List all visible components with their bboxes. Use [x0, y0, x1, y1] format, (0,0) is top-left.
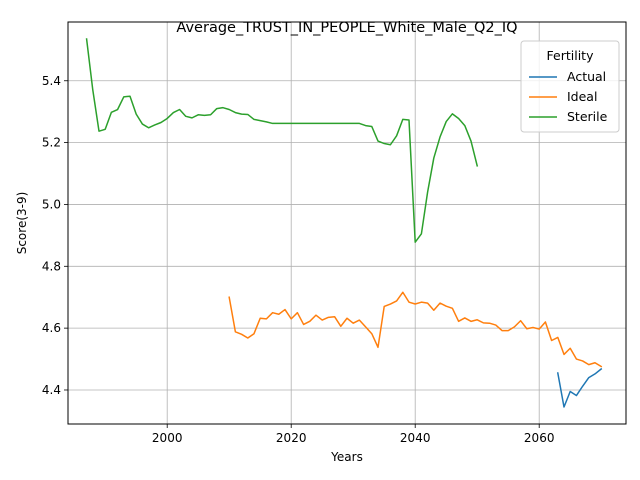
x-axis: 2000 2020 2040 2060	[152, 424, 555, 445]
y-tick-label: 4.8	[42, 259, 61, 273]
x-tick-label: 2060	[524, 431, 555, 445]
x-tick-label: 2040	[400, 431, 431, 445]
legend-label-sterile: Sterile	[567, 109, 608, 124]
x-axis-label: Years	[330, 450, 363, 464]
legend-entries: Actual Ideal Sterile	[529, 69, 608, 124]
y-axis: 4.4 4.6 4.8 5.0 5.2 5.4	[42, 74, 68, 397]
y-tick-label: 5.4	[42, 74, 61, 88]
series-line-actual	[556, 367, 603, 408]
series-line-sterile	[85, 38, 479, 243]
x-tick-label: 2000	[152, 431, 183, 445]
legend-box	[520, 40, 620, 133]
legend: Fertility Actual Ideal Sterile	[520, 40, 620, 133]
series-line-ideal	[228, 291, 603, 368]
y-axis-label: Score(3-9)	[15, 192, 29, 255]
y-tick-label: 4.4	[42, 383, 61, 397]
x-tick-label: 2020	[276, 431, 307, 445]
legend-title: Fertility	[547, 48, 595, 63]
y-tick-label: 5.0	[42, 197, 61, 211]
plot-frame	[67, 21, 627, 425]
series-layer	[85, 38, 603, 408]
chart-title: Average_TRUST_IN_PEOPLE_White_Male_Q2_IQ	[176, 20, 517, 36]
y-tick-label: 5.2	[42, 136, 61, 150]
y-tick-label: 4.6	[42, 321, 61, 335]
legend-label-actual: Actual	[567, 69, 606, 84]
legend-label-ideal: Ideal	[567, 89, 597, 104]
